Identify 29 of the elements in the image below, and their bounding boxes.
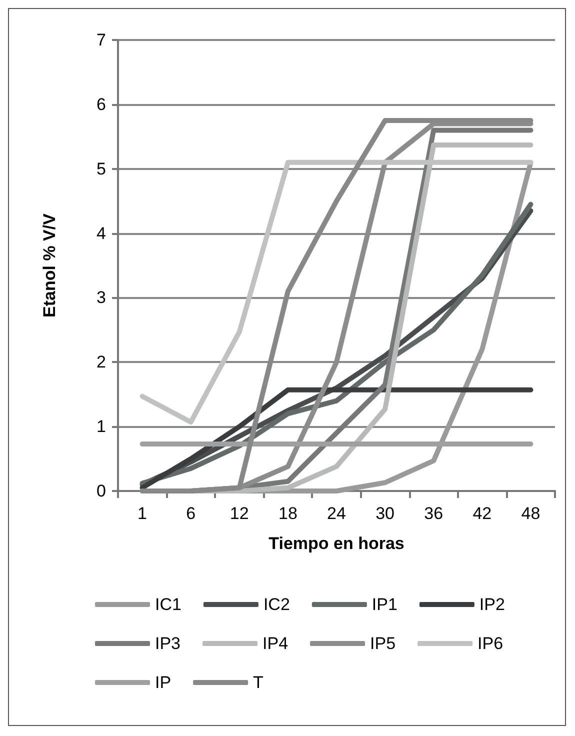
x-tick-label: 6: [186, 504, 196, 523]
legend-label: T: [253, 673, 264, 692]
legend-label: IP4: [262, 634, 288, 653]
y-tick-label: 3: [96, 288, 106, 308]
y-tick-label: 4: [96, 224, 106, 243]
x-tick-label: 18: [278, 504, 298, 523]
legend-label: IP1: [372, 595, 398, 614]
legend-label: IP2: [479, 595, 505, 614]
y-tick-label: 5: [96, 159, 106, 178]
y-tick-label: 7: [96, 30, 106, 50]
x-tick-label: 24: [327, 504, 346, 523]
x-tick-label: 12: [230, 504, 249, 523]
legend-label: IP6: [478, 634, 504, 653]
y-axis-title: Etanol % V/V: [40, 212, 59, 318]
legend-label: IC1: [155, 595, 182, 614]
legend-label: IP5: [370, 634, 396, 653]
x-tick-label: 42: [472, 504, 492, 523]
x-tick-label: 1: [138, 504, 148, 523]
legend-label: IC2: [263, 595, 290, 614]
legend-label: IP3: [155, 634, 181, 653]
x-tick-label: 36: [424, 504, 444, 523]
y-tick-label: 0: [96, 482, 106, 500]
y-tick-label: 6: [96, 94, 106, 114]
x-axis-title: Tiempo en horas: [268, 534, 404, 553]
y-tick-label: 2: [96, 352, 106, 372]
x-tick-label: 48: [521, 504, 540, 523]
x-tick-label: 30: [376, 504, 395, 523]
y-tick-label: 1: [96, 417, 106, 436]
legend-label: IP: [155, 673, 172, 692]
